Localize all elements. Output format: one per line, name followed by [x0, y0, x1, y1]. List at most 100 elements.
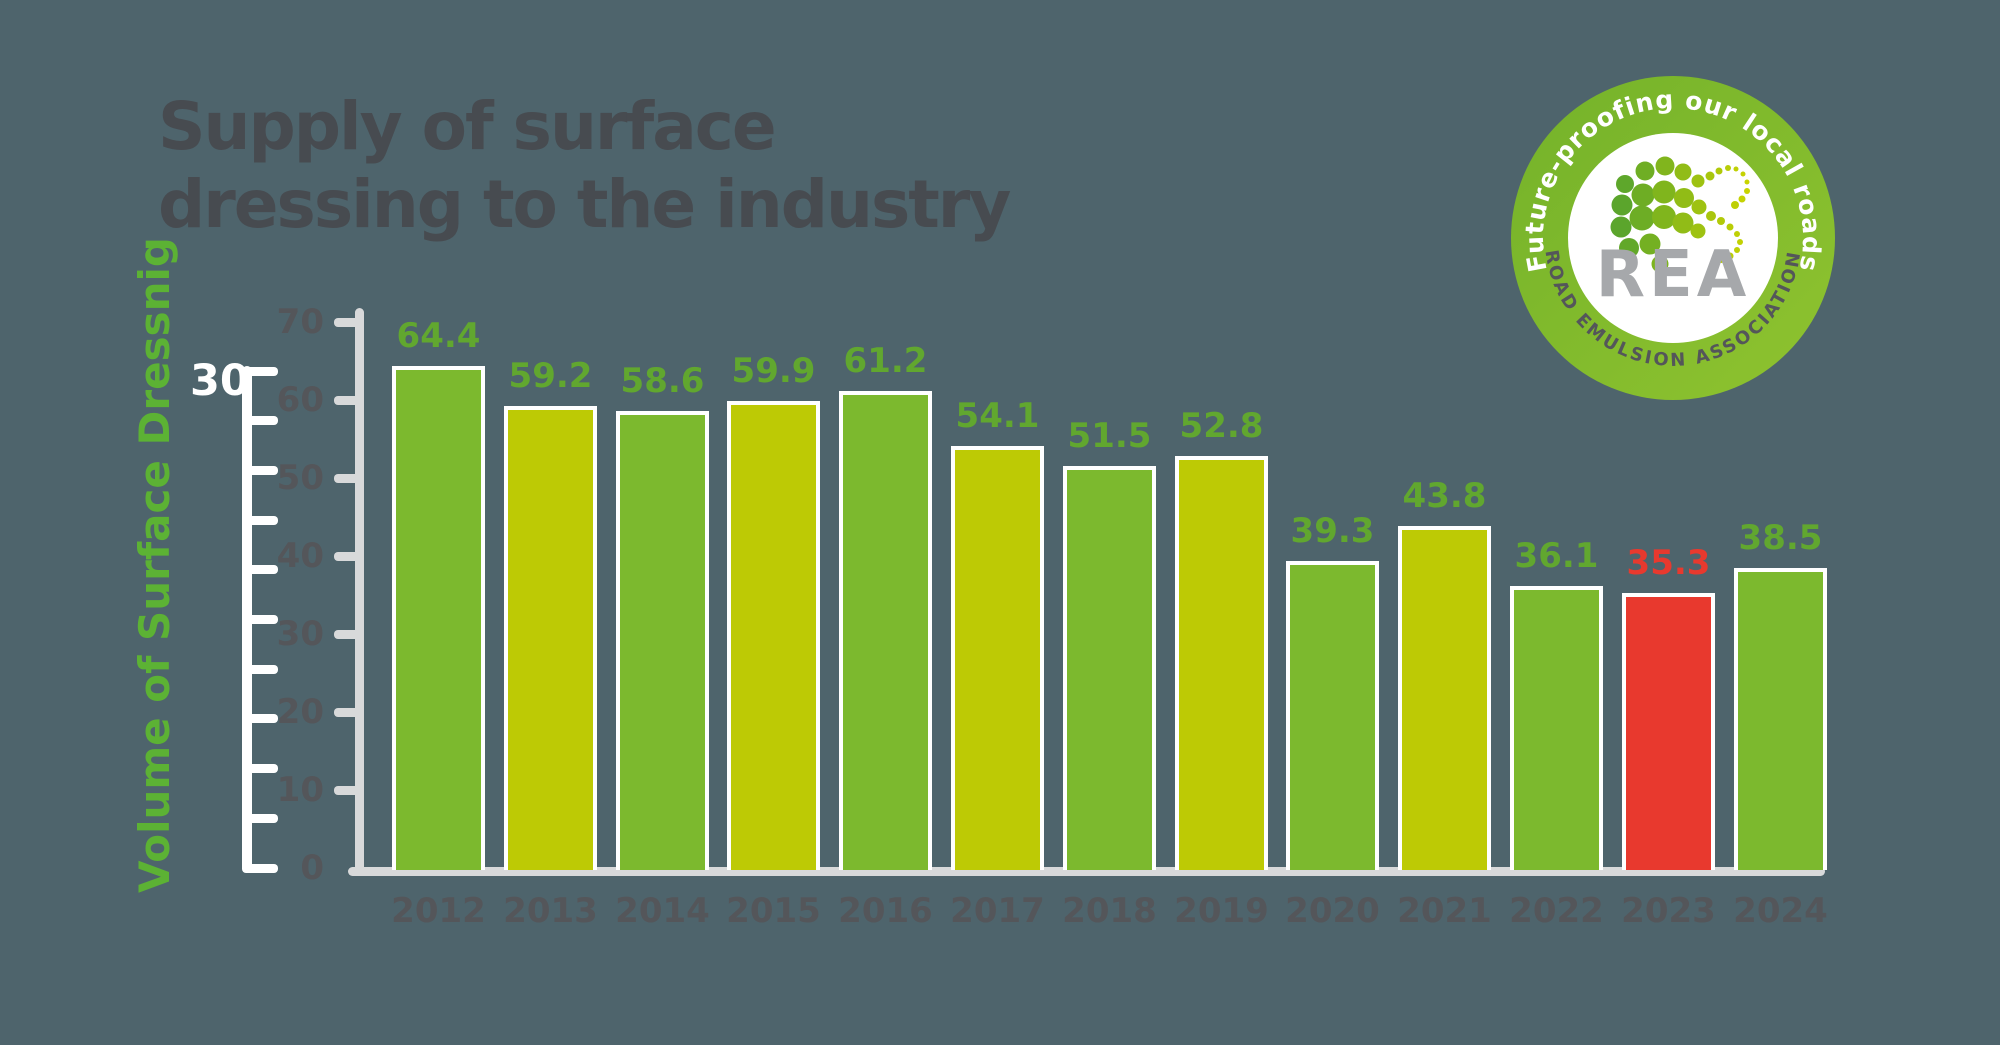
y-tick-40: [334, 551, 364, 561]
ruler-tick-2: [242, 465, 278, 475]
y-tick-30: [334, 629, 364, 639]
bar-2018: [1063, 466, 1156, 870]
logo-dot: [1731, 201, 1739, 209]
y-tick-label-60: 60: [276, 380, 324, 420]
bar-2019: [1175, 456, 1268, 870]
logo-dot: [1734, 247, 1740, 253]
y-tick-label-10: 10: [276, 770, 324, 810]
logo-dot: [1674, 188, 1694, 208]
logo-dot: [1738, 195, 1746, 203]
y-axis-line: [355, 308, 364, 874]
logo-dot: [1691, 174, 1705, 188]
value-label-2017: 54.1: [955, 396, 1040, 436]
bar-2017: [951, 446, 1044, 870]
value-label-2022: 36.1: [1514, 536, 1599, 576]
chart-title-line2: dressing to the industry: [158, 166, 1011, 243]
ruler-tick-0: [242, 366, 278, 376]
year-label-2024: 2024: [1733, 891, 1828, 931]
rea-logo: Future-proofing our local roads ROAD EMU…: [1511, 76, 1835, 400]
value-label-2019: 52.8: [1179, 406, 1264, 446]
logo-dot: [1726, 223, 1734, 231]
year-label-2018: 2018: [1062, 891, 1157, 931]
bar-2023: [1622, 593, 1715, 870]
value-label-2016: 61.2: [843, 341, 928, 381]
value-label-2018: 51.5: [1067, 416, 1152, 456]
y-tick-label-0: 0: [300, 848, 324, 888]
y-tick-label-30: 30: [276, 614, 324, 654]
year-label-2023: 2023: [1621, 891, 1716, 931]
logo-dot: [1655, 156, 1675, 176]
value-label-2015: 59.9: [731, 351, 816, 391]
logo-dot: [1652, 205, 1676, 229]
year-label-2022: 2022: [1509, 891, 1604, 931]
logo-dots-swoosh-icon: [1610, 156, 1750, 273]
logo-dot: [1717, 255, 1725, 263]
ruler-tick-7: [242, 714, 278, 724]
value-label-2012: 64.4: [396, 316, 481, 356]
bar-2022: [1510, 586, 1603, 870]
logo-dot: [1705, 171, 1715, 181]
logo-dot: [1672, 212, 1694, 234]
value-label-2024: 38.5: [1738, 518, 1823, 558]
bar-2012: [392, 366, 485, 870]
value-label-2020: 39.3: [1290, 511, 1375, 551]
value-label-2014: 58.6: [620, 361, 705, 401]
logo-dot: [1639, 233, 1661, 255]
logo-dot: [1744, 188, 1750, 194]
y-tick-label-20: 20: [276, 692, 324, 732]
ruler-tick-4: [242, 565, 278, 575]
y-tick-label-70: 70: [276, 302, 324, 342]
bar-2014: [616, 411, 709, 870]
logo-dot: [1706, 211, 1716, 221]
bar-2021: [1398, 526, 1491, 870]
logo-dot: [1629, 205, 1655, 231]
logo-dot: [1715, 167, 1723, 175]
logo-dot: [1740, 171, 1746, 177]
year-label-2019: 2019: [1174, 891, 1269, 931]
ruler-tick-1: [242, 416, 278, 426]
value-label-2013: 59.2: [508, 356, 593, 396]
y-tick-50: [334, 473, 364, 483]
ruler-tick-6: [242, 664, 278, 674]
logo-dot: [1744, 179, 1750, 185]
logo-dot: [1733, 166, 1739, 172]
logo-dot: [1717, 217, 1725, 225]
y-tick-20: [334, 707, 364, 717]
ruler-tick-10: [242, 863, 278, 873]
y-tick-label-50: 50: [276, 458, 324, 498]
logo-dot: [1616, 175, 1634, 193]
ruler-tick-5: [242, 615, 278, 624]
year-label-2013: 2013: [503, 891, 598, 931]
chart-title: Supply of surface dressing to the indust…: [158, 88, 1011, 244]
year-label-2016: 2016: [838, 891, 933, 931]
logo-dot: [1726, 252, 1734, 260]
logo-dot: [1674, 163, 1692, 181]
y-tick-10: [334, 785, 364, 795]
year-label-2012: 2012: [391, 891, 486, 931]
ruler-tick-8: [242, 764, 278, 774]
year-label-2017: 2017: [950, 891, 1045, 931]
logo-dot: [1611, 194, 1633, 216]
bar-2015: [727, 401, 820, 870]
year-label-2015: 2015: [726, 891, 821, 931]
y-tick-70: [334, 317, 364, 327]
chart-title-line1: Supply of surface: [158, 88, 777, 165]
stray-white-label: 30: [190, 356, 250, 406]
logo-dot: [1734, 231, 1740, 237]
logo-dot: [1610, 216, 1632, 238]
y-tick-60: [334, 395, 364, 405]
logo-dot: [1691, 199, 1707, 215]
ruler-tick-3: [242, 515, 278, 525]
value-label-2021: 43.8: [1402, 476, 1487, 516]
y-tick-label-40: 40: [276, 536, 324, 576]
logo-dot: [1619, 238, 1639, 258]
bar-2013: [504, 406, 597, 870]
x-axis-baseline: [348, 867, 1825, 876]
value-label-2023: 35.3: [1626, 543, 1711, 583]
logo-dot: [1690, 223, 1706, 239]
bar-2024: [1734, 568, 1827, 870]
y-axis-label: Volume of Surface Dressnig: [130, 237, 179, 893]
logo-dot: [1631, 183, 1655, 207]
bar-2016: [839, 391, 932, 870]
